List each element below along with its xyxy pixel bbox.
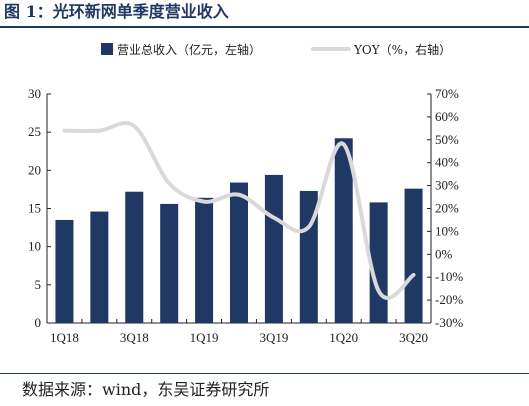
right-tick-label: -10% [435, 269, 463, 284]
bottom-rule [0, 373, 529, 374]
revenue-bar [404, 188, 423, 323]
right-tick-label: 0% [435, 246, 453, 261]
right-tick-label: -20% [435, 292, 463, 307]
right-tick-label: 60% [435, 109, 459, 124]
top-rule [0, 26, 529, 28]
legend-bar-label: 营业总收入（亿元，左轴） [117, 42, 261, 57]
right-tick-label: 70% [435, 86, 459, 101]
x-tick-label: 1Q19 [190, 330, 219, 345]
right-tick-label: 20% [435, 201, 459, 216]
right-tick-label: -30% [435, 315, 463, 330]
revenue-bar [160, 203, 179, 323]
bar-series [55, 138, 423, 323]
left-tick-label: 15 [28, 201, 41, 216]
left-tick-label: 25 [28, 124, 41, 139]
right-tick-label: 40% [435, 155, 459, 170]
yoy-line [62, 120, 416, 300]
right-tick-label: 30% [435, 178, 459, 193]
source-note: 数据来源：wind，东吴证券研究所 [22, 380, 270, 399]
x-tick-label: 3Q18 [120, 330, 149, 345]
yoy-line-series [62, 120, 416, 300]
figure-title: 图 1：光环新网单季度营业收入 [4, 2, 229, 21]
revenue-bar [55, 219, 74, 323]
tick-labels: 0 5 10 15 20 25 30 -30% -20% -10% 0% 10% 20% 30% 40% 50… [28, 86, 463, 345]
x-tick-label: 1Q20 [329, 330, 358, 345]
left-tick-label: 0 [35, 315, 42, 330]
revenue-bar [264, 174, 283, 323]
legend-line-label: YOY（%，右轴） [353, 42, 451, 57]
x-tick-label: 1Q18 [50, 330, 79, 345]
left-tick-label: 5 [35, 277, 42, 292]
revenue-bar [230, 182, 248, 323]
left-tick-label: 10 [28, 239, 41, 254]
x-tick-label: 3Q19 [259, 330, 288, 345]
x-tick-label: 3Q20 [399, 330, 428, 345]
right-tick-label: 50% [435, 132, 459, 147]
right-tick-label: 10% [435, 223, 459, 238]
legend: 营业总收入（亿元，左轴） YOY（%，右轴） [101, 42, 451, 57]
revenue-bar [125, 191, 144, 323]
legend-bar-swatch [101, 43, 113, 55]
revenue-bar [334, 138, 353, 323]
left-tick-label: 20 [28, 162, 41, 177]
revenue-bar [369, 202, 388, 323]
revenue-bar [90, 211, 109, 323]
chart: 营业总收入（亿元，左轴） YOY（%，右轴） 0 5 10 15 20 25 30 -30% -2… [28, 42, 463, 345]
left-tick-label: 30 [28, 86, 41, 101]
revenue-bar [299, 190, 318, 323]
revenue-bar [195, 197, 214, 323]
